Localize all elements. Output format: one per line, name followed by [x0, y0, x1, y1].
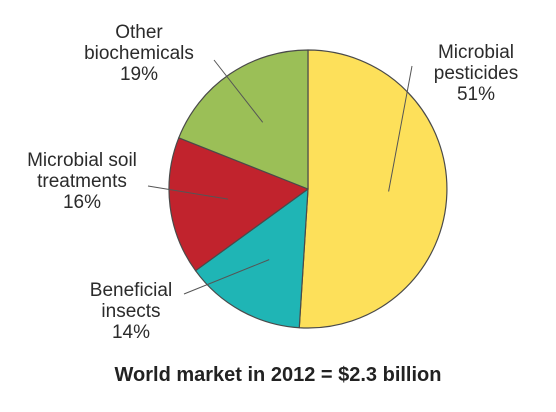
label-microbial-soil-treatments-line1: Microbial soil: [27, 150, 137, 171]
leader-line-microbial-pesticides: [388, 65, 413, 192]
label-microbial-soil-treatments-percent: 16%: [62, 192, 102, 213]
label-beneficial-insects-percent: 14%: [111, 322, 151, 343]
label-other-biochemicals: Other biochemicals 19%: [58, 22, 220, 85]
pie-slice-other-biochemicals: [178, 49, 309, 190]
label-microbial-pesticides-line2: pesticides: [433, 63, 519, 84]
label-other-biochemicals-line2: biochemicals: [84, 43, 194, 64]
pie-slice-microbial-soil-treatments: [168, 137, 309, 272]
leader-line-microbial-soil-treatments: [147, 185, 229, 200]
pie-slice-microbial-pesticides: [298, 49, 448, 329]
label-microbial-pesticides-line1: Microbial: [437, 42, 515, 63]
label-microbial-soil-treatments: Microbial soil treatments 16%: [2, 150, 162, 213]
chart-caption: World market in 2012 = $2.3 billion: [114, 364, 442, 386]
leader-line-beneficial-insects: [183, 259, 270, 295]
label-microbial-pesticides: Microbial pesticides 51%: [398, 42, 554, 105]
label-microbial-soil-treatments-line2: treatments: [37, 171, 127, 192]
label-other-biochemicals-percent: 19%: [119, 64, 159, 85]
label-beneficial-insects-line1: Beneficial: [89, 280, 173, 301]
label-beneficial-insects: Beneficial insects 14%: [56, 280, 206, 343]
leader-line-other-biochemicals: [213, 59, 264, 123]
label-microbial-pesticides-percent: 51%: [456, 84, 496, 105]
label-beneficial-insects-line2: insects: [101, 301, 161, 322]
label-other-biochemicals-line1: Other: [115, 22, 163, 43]
pie-slice-beneficial-insects: [194, 188, 309, 329]
